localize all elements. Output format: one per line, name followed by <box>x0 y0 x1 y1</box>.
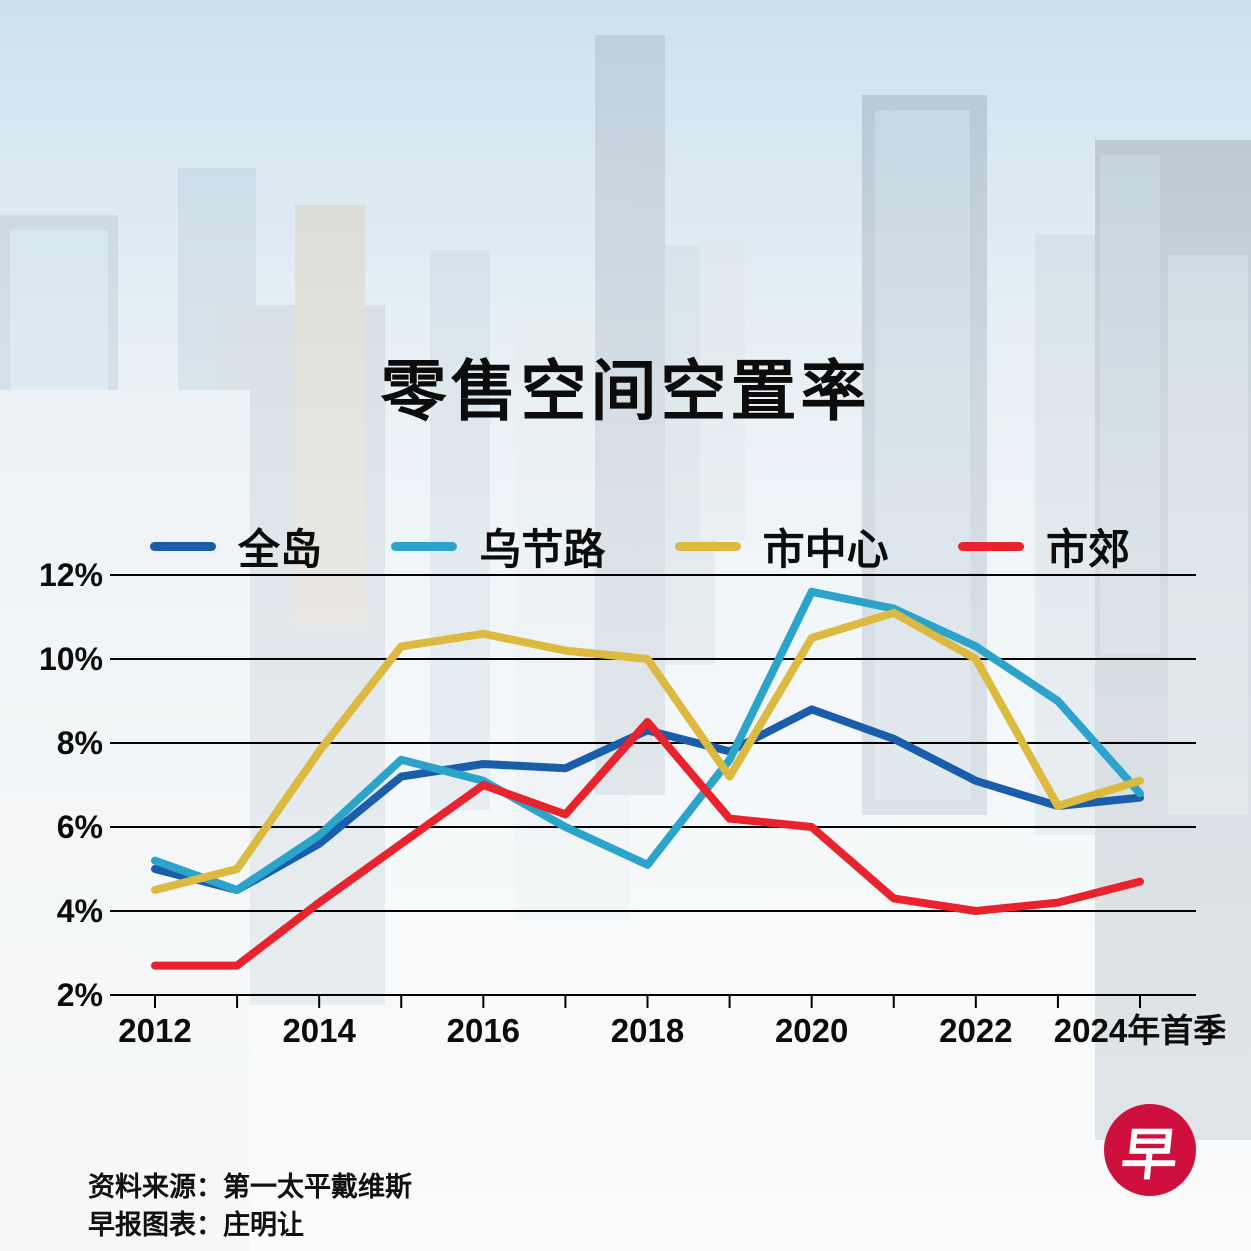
legend-label: 市中心 <box>762 526 889 573</box>
y-axis-label: 10% <box>39 641 103 677</box>
y-axis-label: 2% <box>57 977 103 1013</box>
series-line-乌节路 <box>151 587 1144 894</box>
y-axis-label: 6% <box>57 809 103 845</box>
series-line-全岛 <box>151 705 1144 894</box>
legend-label: 全岛 <box>238 526 323 573</box>
x-axis-label: 2014 <box>282 1012 356 1049</box>
footer: 资料来源：第一太平戴维斯 早报图表：庄明让 <box>88 1168 412 1244</box>
legend-item: 市郊 <box>957 516 1130 577</box>
zaobao-logo-icon: 早 <box>1104 1104 1196 1196</box>
x-axis-label: 2012 <box>118 1012 191 1049</box>
legend-swatch <box>957 542 1024 551</box>
legend-swatch <box>150 542 216 551</box>
legend-label: 乌节路 <box>479 526 606 573</box>
y-axis-label: 8% <box>57 725 103 761</box>
legend-swatch <box>391 542 458 551</box>
chart-title: 零售空间空置率 <box>380 354 871 428</box>
y-axis-label: 12% <box>39 557 103 593</box>
legend-item: 市中心 <box>674 516 889 577</box>
series-line-市郊 <box>151 718 1144 970</box>
x-axis-label: 2018 <box>611 1012 684 1049</box>
x-axis-label: 2016 <box>447 1012 520 1049</box>
x-axis-label: 2020 <box>775 1012 848 1049</box>
legend-swatch <box>674 542 741 551</box>
legend-item: 全岛 <box>150 516 322 577</box>
legend-label: 市郊 <box>1045 526 1130 573</box>
legend-item: 乌节路 <box>391 516 605 577</box>
series-line-市中心 <box>151 608 1144 894</box>
x-axis-label: 2022 <box>939 1012 1012 1049</box>
legend: 全岛 乌节路 市中心 市郊 <box>150 516 1130 577</box>
y-axis-label: 4% <box>57 893 103 929</box>
source-text: 资料来源：第一太平戴维斯 <box>88 1172 412 1202</box>
x-axis-label: 2024年首季 <box>1054 1012 1226 1049</box>
zaobao-logo-glyph: 早 <box>1118 1122 1181 1186</box>
credit-text: 早报图表：庄明让 <box>88 1210 304 1240</box>
